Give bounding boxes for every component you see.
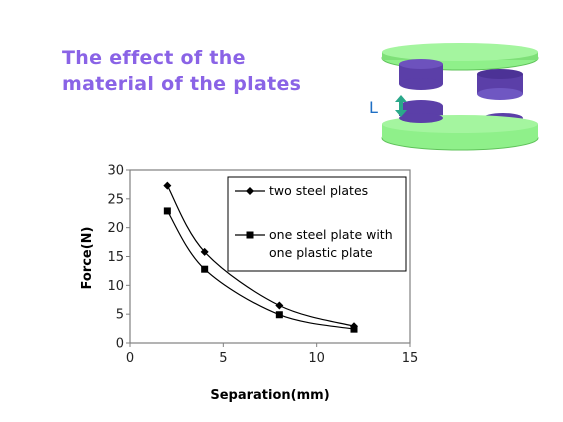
x-tick-label: 15 (402, 351, 419, 366)
top-puck-left-base (399, 78, 443, 90)
data-point-square (201, 265, 209, 273)
y-tick-label: 0 (116, 337, 124, 352)
x-tick-label: 10 (308, 351, 325, 366)
y-tick-label: 10 (107, 279, 124, 294)
legend-marker-diamond (246, 187, 254, 195)
legend-box (227, 176, 407, 272)
title-line-1: The effect of the (62, 47, 246, 69)
bottom-puck-left-body (399, 106, 443, 116)
series-layer (163, 181, 358, 333)
top-puck-right-rim (477, 69, 523, 79)
data-point-square (163, 207, 171, 215)
x-axis-ticks: 0 5 10 15 (126, 343, 418, 366)
x-axis-label: Separation(mm) (210, 388, 329, 403)
parallel-plates-diagram: L (369, 43, 539, 151)
top-puck-right-base (477, 88, 523, 100)
separation-arrow-icon (395, 95, 407, 117)
legend-marker-square (246, 231, 254, 239)
legend-label-2-line-1: one steel plate with (269, 227, 393, 242)
data-point-diamond (163, 181, 172, 190)
legend: two steel plates one steel plate with on… (227, 176, 407, 272)
x-tick-label: 5 (219, 351, 227, 366)
legend-label-1: two steel plates (269, 183, 368, 198)
y-tick-label: 5 (116, 308, 124, 323)
y-tick-label: 25 (107, 192, 124, 207)
top-plate-face (382, 43, 538, 61)
data-point-square (350, 325, 358, 333)
bottom-puck-left-foot (399, 113, 443, 123)
series-line (166, 185, 355, 327)
series-2 (163, 207, 358, 333)
series-line (166, 210, 355, 330)
force-separation-chart: 0 5 10 15 20 25 30 0 5 10 15 Force(N) Separation(… (75, 155, 425, 410)
y-tick-label: 30 (107, 164, 124, 179)
y-tick-label: 15 (107, 250, 124, 265)
legend-label-2-line-2: one plastic plate (269, 245, 373, 260)
y-tick-label: 20 (107, 221, 124, 236)
title-line-2: material of the plates (62, 73, 302, 95)
plot-frame (129, 169, 411, 344)
top-puck-left-rim (399, 59, 443, 69)
data-point-diamond (275, 301, 284, 310)
data-point-square (275, 311, 283, 319)
data-point-diamond (200, 247, 209, 256)
y-axis-ticks: 0 5 10 15 20 25 30 (107, 164, 130, 352)
x-tick-label: 0 (126, 351, 134, 366)
separation-label: L (369, 98, 378, 117)
slide-title: The effect of the material of the plates (62, 45, 301, 97)
y-axis-label: Force(N) (80, 227, 95, 290)
